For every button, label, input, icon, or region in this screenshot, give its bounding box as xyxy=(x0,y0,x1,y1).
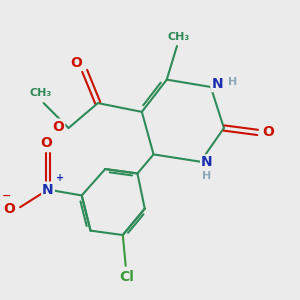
Text: −: − xyxy=(2,191,11,201)
Text: Cl: Cl xyxy=(119,270,134,284)
Text: O: O xyxy=(70,56,82,70)
Text: CH₃: CH₃ xyxy=(30,88,52,98)
Text: O: O xyxy=(40,136,52,150)
Text: O: O xyxy=(52,119,64,134)
Text: N: N xyxy=(212,77,223,91)
Text: CH₃: CH₃ xyxy=(167,32,190,41)
Text: H: H xyxy=(202,171,212,181)
Text: O: O xyxy=(3,202,15,216)
Text: N: N xyxy=(42,183,54,196)
Text: N: N xyxy=(201,155,213,169)
Text: O: O xyxy=(262,125,274,139)
Text: H: H xyxy=(228,77,237,87)
Text: +: + xyxy=(56,173,64,183)
